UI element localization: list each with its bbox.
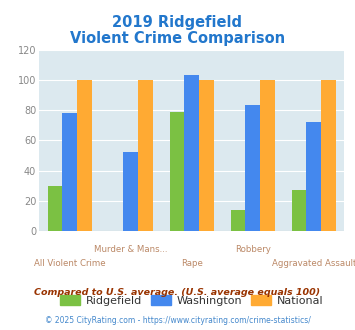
Text: Aggravated Assault: Aggravated Assault	[272, 259, 355, 268]
Bar	[245, 106, 260, 231]
Bar	[260, 80, 275, 231]
Bar	[199, 80, 214, 231]
Bar	[138, 80, 153, 231]
Text: Robbery: Robbery	[235, 245, 271, 254]
Bar	[292, 190, 306, 231]
Bar	[306, 122, 321, 231]
Text: Compared to U.S. average. (U.S. average equals 100): Compared to U.S. average. (U.S. average …	[34, 287, 321, 297]
Text: 2019 Ridgefield: 2019 Ridgefield	[113, 15, 242, 30]
Bar	[184, 75, 199, 231]
Bar	[231, 210, 245, 231]
Text: © 2025 CityRating.com - https://www.cityrating.com/crime-statistics/: © 2025 CityRating.com - https://www.city…	[45, 315, 310, 325]
Bar	[77, 80, 92, 231]
Text: Violent Crime Comparison: Violent Crime Comparison	[70, 31, 285, 46]
Bar	[321, 80, 336, 231]
Bar	[48, 186, 62, 231]
Text: Murder & Mans...: Murder & Mans...	[94, 245, 168, 254]
Text: Rape: Rape	[181, 259, 203, 268]
Text: All Violent Crime: All Violent Crime	[34, 259, 105, 268]
Legend: Ridgefield, Washington, National: Ridgefield, Washington, National	[56, 291, 328, 311]
Bar	[123, 152, 138, 231]
Bar	[62, 113, 77, 231]
Bar	[170, 112, 184, 231]
